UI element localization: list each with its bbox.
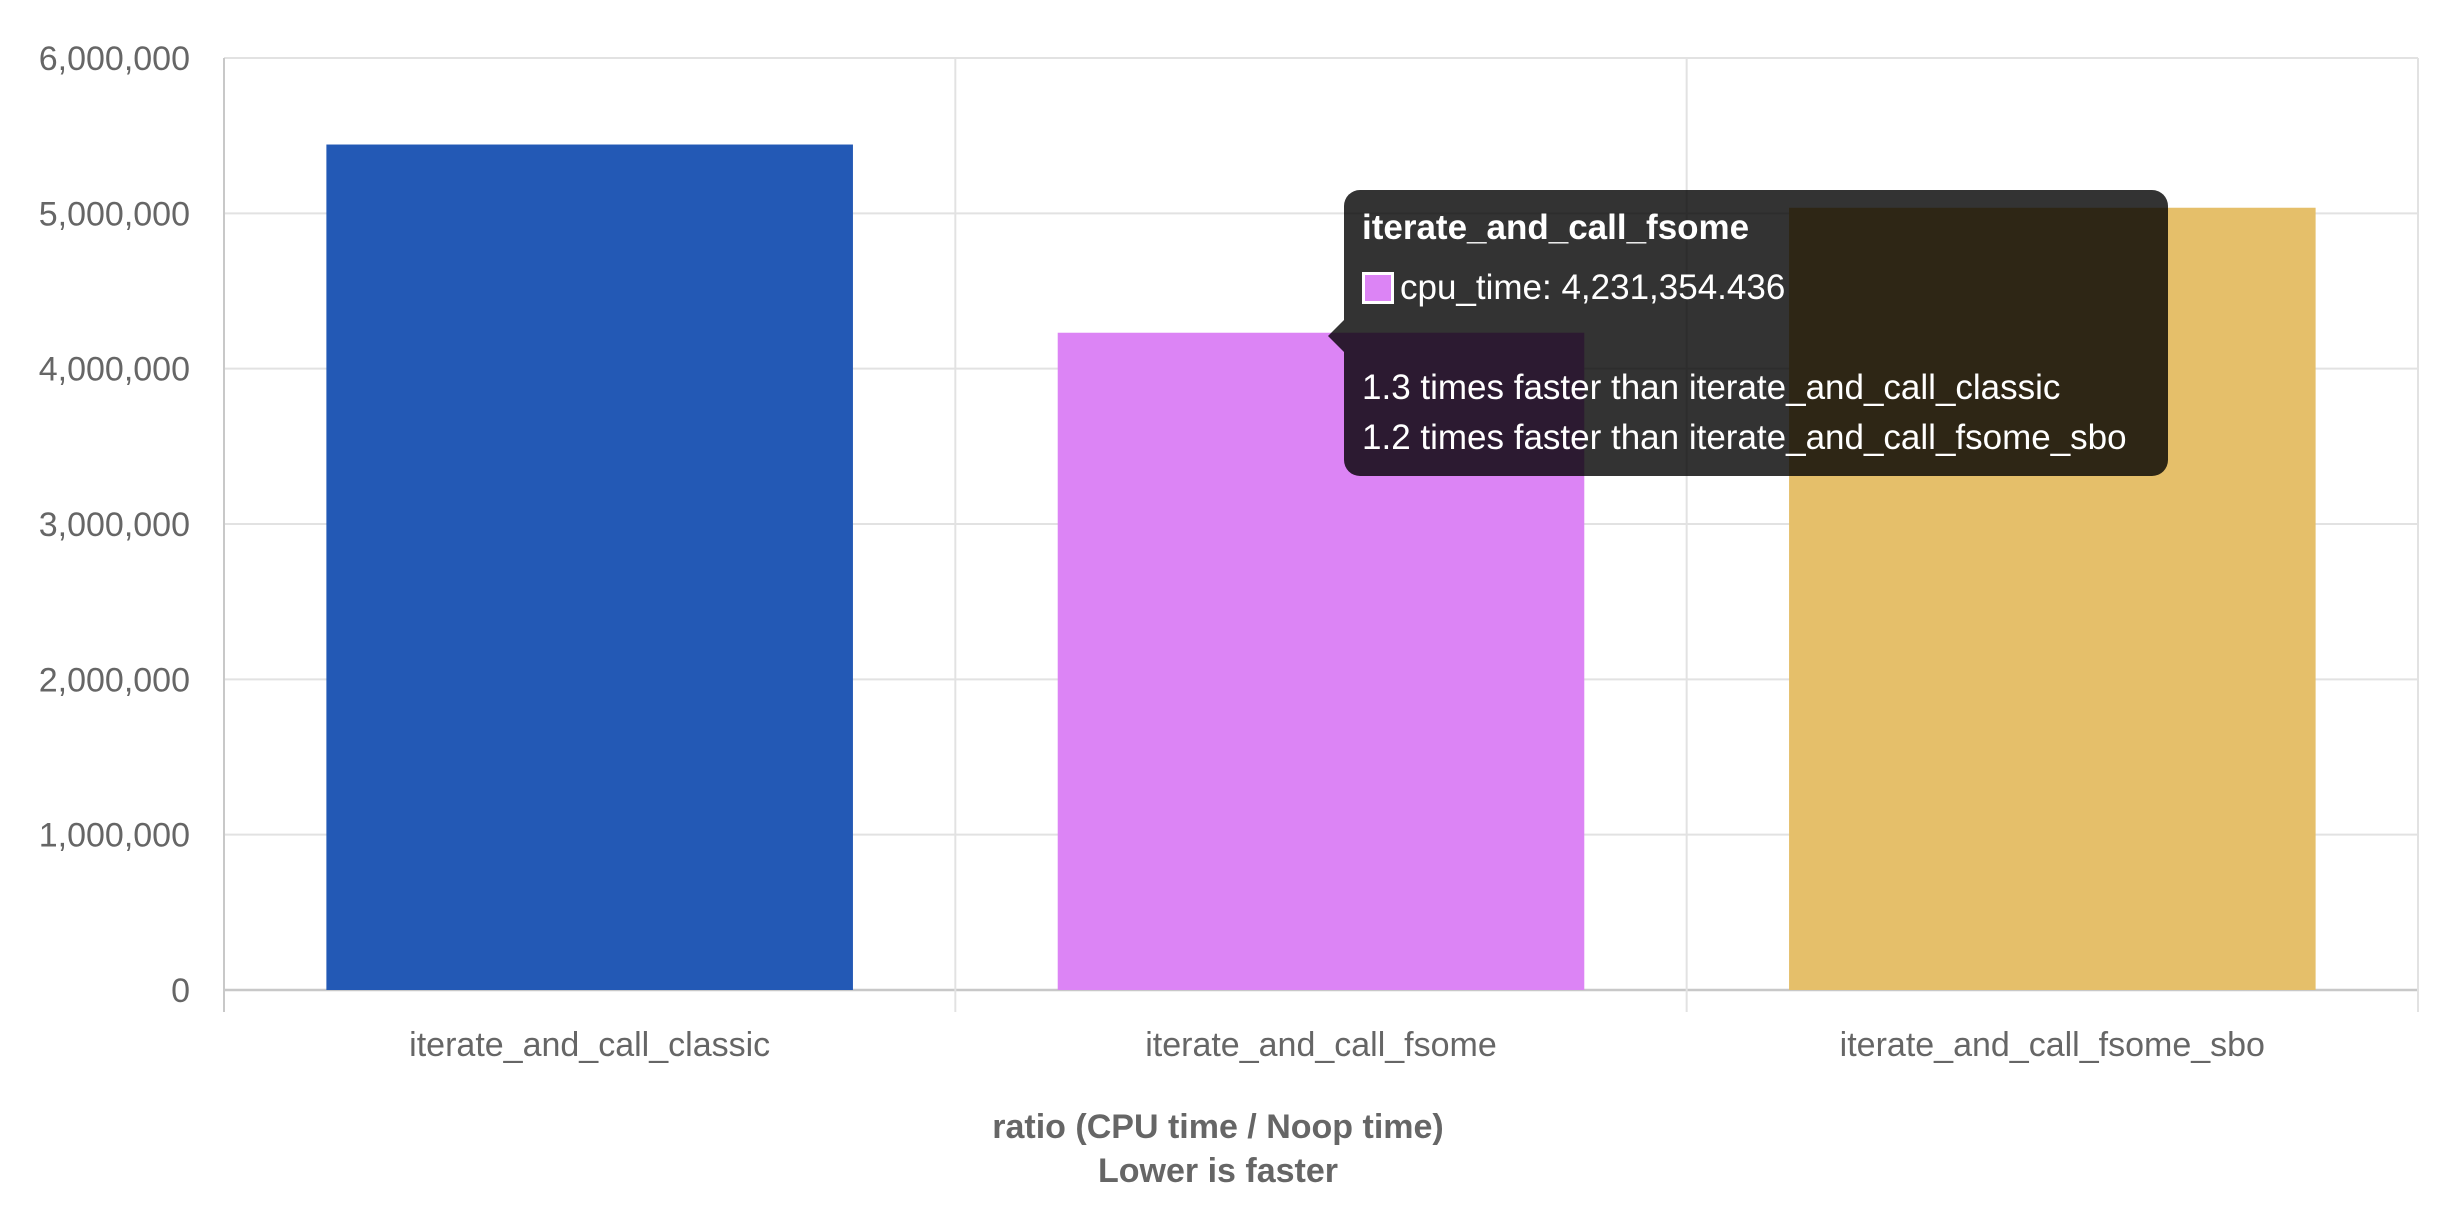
x-tick-label: iterate_and_call_classic (409, 1026, 770, 1064)
y-tick-label: 1,000,000 (39, 817, 190, 855)
tooltip-value-label: cpu_time: 4,231,354.436 (1400, 268, 1786, 307)
y-tick-label: 5,000,000 (39, 195, 190, 233)
hover-tooltip: iterate_and_call_fsome cpu_time: 4,231,3… (1328, 190, 2168, 476)
tooltip-comparison-line: 1.2 times faster than iterate_and_call_f… (1362, 418, 2127, 457)
y-tick-label: 2,000,000 (39, 661, 190, 699)
y-tick-label: 4,000,000 (39, 351, 190, 389)
tooltip-comparison-line: 1.3 times faster than iterate_and_call_c… (1362, 368, 2061, 407)
x-tick-label: iterate_and_call_fsome_sbo (1840, 1026, 2265, 1064)
x-axis-title: ratio (CPU time / Noop time) (992, 1108, 1443, 1146)
bar (326, 144, 853, 991)
tooltip-value-row: cpu_time: 4,231,354.436 (1362, 268, 1785, 308)
tooltip-title: iterate_and_call_fsome (1362, 208, 1750, 247)
x-axis-subtitle: Lower is faster (1098, 1152, 1338, 1190)
tooltip-color-swatch (1362, 272, 1394, 304)
y-tick-label: 6,000,000 (39, 40, 190, 78)
x-tick-label: iterate_and_call_fsome (1145, 1026, 1497, 1064)
y-tick-label: 0 (171, 972, 190, 1010)
y-tick-label: 3,000,000 (39, 506, 190, 544)
